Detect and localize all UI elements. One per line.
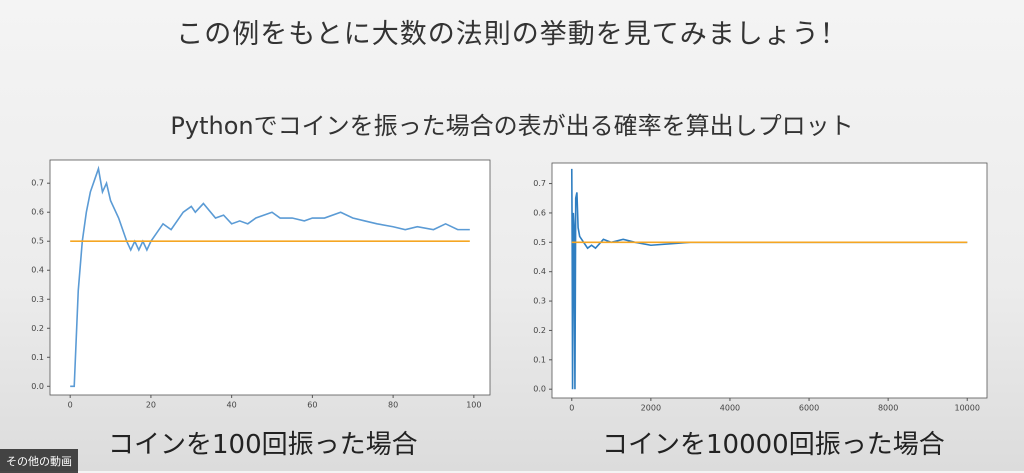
- x-tick-label: 2000: [641, 404, 661, 413]
- y-tick-label: 0.7: [31, 179, 44, 188]
- x-tick-label: 4000: [720, 404, 740, 413]
- chart-caption: コインを100回振った場合: [108, 430, 418, 460]
- slide-title: この例をもとに大数の法則の挙動を見てみましょう！: [176, 19, 848, 50]
- x-tick-label: 6000: [799, 404, 819, 413]
- y-tick-label: 0.7: [533, 179, 546, 188]
- x-tick-label: 20: [146, 401, 156, 410]
- y-tick-label: 0.0: [31, 382, 44, 391]
- more-videos-button[interactable]: その他の動画: [0, 449, 78, 473]
- y-tick-label: 0.0: [533, 385, 546, 394]
- chart-caption: コインを10000回振った場合: [602, 430, 945, 460]
- data-line: [70, 165, 470, 388]
- y-tick-label: 0.6: [31, 208, 44, 217]
- y-tick-label: 0.2: [31, 324, 44, 333]
- y-tick-label: 0.6: [533, 208, 546, 217]
- y-tick-label: 0.5: [31, 237, 44, 246]
- y-tick-label: 0.5: [533, 238, 546, 247]
- x-tick-label: 0: [569, 404, 574, 413]
- y-tick-label: 0.4: [533, 267, 546, 276]
- y-tick-label: 0.4: [31, 266, 44, 275]
- y-tick-label: 0.2: [533, 326, 546, 335]
- x-tick-label: 8000: [878, 404, 898, 413]
- x-tick-label: 100: [466, 401, 481, 410]
- x-tick-label: 40: [227, 401, 237, 410]
- slide-subtitle: Pythonでコインを振った場合の表が出る確率を算出しプロット: [170, 112, 854, 140]
- plot-area: [551, 162, 988, 399]
- y-tick-label: 0.1: [533, 355, 546, 364]
- x-tick-label: 10000: [955, 404, 980, 413]
- plot-area: [49, 159, 491, 396]
- y-tick-label: 0.1: [31, 353, 44, 362]
- y-tick-label: 0.3: [533, 297, 546, 306]
- y-tick-label: 0.3: [31, 295, 44, 304]
- x-tick-label: 80: [388, 401, 398, 410]
- x-tick-label: 60: [307, 401, 317, 410]
- x-tick-label: 0: [68, 401, 73, 410]
